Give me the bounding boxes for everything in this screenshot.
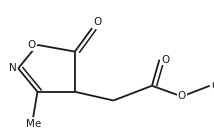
Text: OMe: OMe — [211, 81, 214, 91]
Text: O: O — [178, 92, 186, 101]
Text: O: O — [94, 17, 102, 27]
Text: O: O — [27, 40, 36, 50]
Text: N: N — [9, 63, 16, 73]
Text: Me: Me — [25, 119, 41, 129]
Text: O: O — [161, 55, 169, 65]
